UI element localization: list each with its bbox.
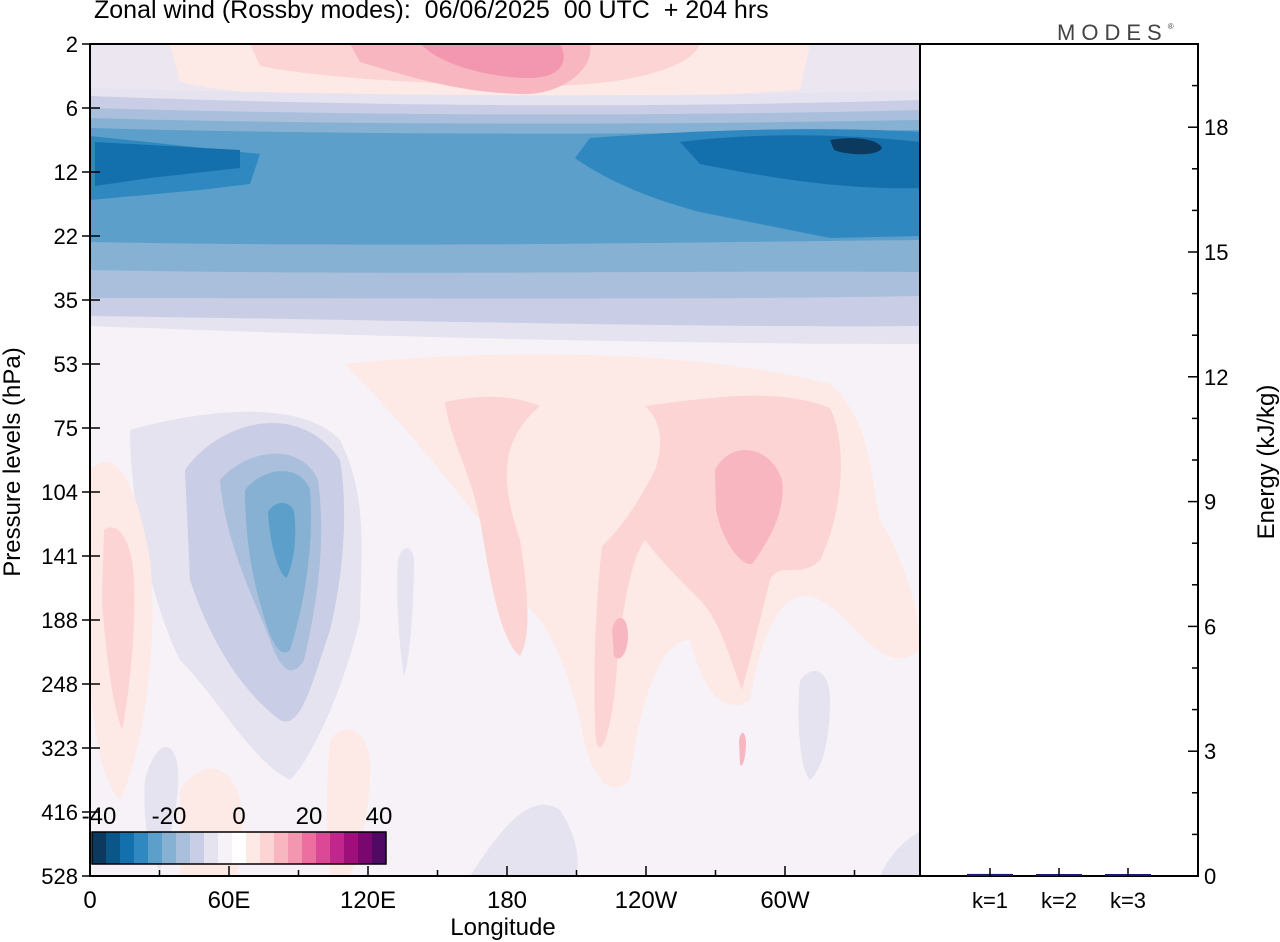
energy-axis-label: Energy (kJ/kg) [1253,385,1280,540]
colorbar-swatch [302,832,317,864]
y-tick-label-4: 35 [54,288,78,313]
chart-title: Zonal wind (Rossby modes): 06/06/2025 00… [94,0,769,24]
colorbar-swatch [162,832,177,864]
colorbar-swatch [358,832,373,864]
x-axis-ticks: 0 60E 120E 180 120W 60W [83,866,856,914]
y-tick-label-9: 188 [41,608,78,633]
colorbar-tick-label-1: -20 [152,803,187,830]
x-tick-label-2: 120E [340,887,396,914]
heatmap-field [90,44,920,876]
energy-axis-ticks: 0 3 6 9 12 15 18 [1188,43,1228,889]
y-axis-ticks: 2 6 12 22 35 53 75 104 141 188 248 323 416 528 [41,32,100,889]
colorbar-tick-label-2: 0 [232,803,245,830]
y-axis-label: Pressure levels (hPa) [0,347,26,576]
energy-tick-label-6: 18 [1204,115,1228,140]
x-tick-label-3: 180 [487,887,527,914]
colorbar-swatch [372,832,387,864]
colorbar-swatch [316,832,331,864]
colorbar-swatch [218,832,233,864]
x-tick-label-4: 120W [615,887,678,914]
colorbar-swatch [344,832,359,864]
colorbar-swatch [246,832,261,864]
energy-tick-label-1: 3 [1204,739,1216,764]
y-tick-label-5: 53 [54,352,78,377]
x-tick-label-1: 60E [208,887,251,914]
colorbar-swatch [148,832,163,864]
energy-tick-label-3: 9 [1204,490,1216,515]
y-tick-label-6: 75 [54,416,78,441]
colorbar-tick-label-3: 20 [296,803,323,830]
y-tick-label-2: 12 [54,160,78,185]
colorbar-tick-label-4: 40 [366,803,393,830]
modes-logo: MODES® [1057,20,1174,45]
y-tick-label-10: 248 [41,672,78,697]
bar-category-label-1: k=2 [1041,888,1077,913]
colorbar-swatch [260,832,275,864]
colorbar-swatch [330,832,345,864]
energy-bars: k=1 k=2 k=3 [967,868,1151,913]
energy-tick-label-2: 6 [1204,614,1216,639]
bar-category-label-2: k=3 [1110,888,1146,913]
y-tick-label-12: 416 [41,800,78,825]
y-tick-label-0: 2 [66,32,78,57]
energy-tick-label-0: 0 [1204,864,1216,889]
y-tick-label-7: 104 [41,480,78,505]
colorbar-swatch [134,832,149,864]
colorbar-swatch [190,832,205,864]
energy-tick-label-5: 15 [1204,240,1228,265]
bar-category-label-0: k=1 [972,888,1008,913]
colorbar-swatch [204,832,219,864]
x-tick-label-0: 0 [83,887,96,914]
colorbar-swatch [176,832,191,864]
y-tick-label-13: 528 [41,864,78,889]
x-tick-label-5: 60W [760,887,810,914]
colorbar-swatch [92,832,107,864]
colorbar-tick-label-0: -40 [82,803,117,830]
colorbar-swatch [288,832,303,864]
y-tick-label-3: 22 [54,224,78,249]
energy-tick-label-4: 12 [1204,365,1228,390]
colorbar: -40 -20 0 20 40 [82,803,393,865]
x-axis-label: Longitude [450,914,555,941]
colorbar-swatch [120,832,135,864]
colorbar-swatch [106,832,121,864]
colorbar-swatch [232,832,247,864]
colorbar-frame [91,831,387,865]
y-tick-label-1: 6 [66,96,78,121]
y-tick-label-8: 141 [41,544,78,569]
y-tick-label-11: 323 [41,736,78,761]
colorbar-swatch [274,832,289,864]
